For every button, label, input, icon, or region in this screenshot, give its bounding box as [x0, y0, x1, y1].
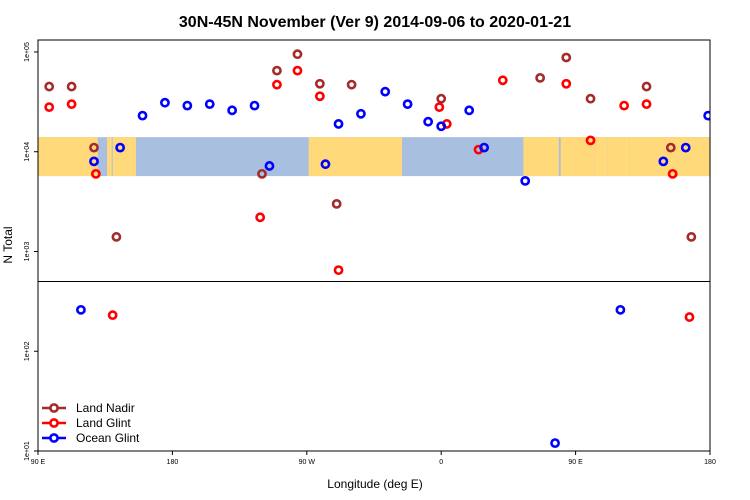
- ocean-glint-point: [264, 161, 275, 171]
- map-land: [523, 137, 542, 177]
- legend-swatch-marker: [49, 418, 59, 428]
- land-glint-point: [497, 75, 508, 86]
- x-tick-label: 90 W: [299, 459, 316, 466]
- legend-swatch-marker: [49, 433, 59, 443]
- y-tick-label: 1e+04: [24, 142, 31, 162]
- map-land: [38, 137, 98, 177]
- y-axis: 1e+01 1e+02 1e+03 1e+04 1e+05: [24, 42, 38, 461]
- x-tick-label: 180: [167, 459, 179, 466]
- map-land: [332, 137, 402, 177]
- land-glint-point: [66, 99, 77, 110]
- map-land: [134, 137, 136, 177]
- land-glint-point: [292, 65, 303, 76]
- land-nadir-point: [561, 52, 572, 63]
- land-nadir-point: [585, 93, 596, 104]
- ocean-glint-point: [380, 86, 391, 97]
- chart-title: 30N-45N November (Ver 9) 2014-09-06 to 2…: [179, 14, 571, 31]
- ocean-glint-point: [703, 110, 710, 121]
- land-glint-point: [107, 310, 118, 321]
- map-land: [107, 137, 112, 177]
- land-glint-point: [314, 91, 325, 102]
- ocean-glint-point: [680, 142, 691, 153]
- ocean-glint-point: [249, 100, 260, 111]
- world-map-band: [38, 137, 710, 177]
- land-nadir-point: [292, 49, 303, 60]
- land-glint-point: [272, 79, 282, 90]
- ocean-glint-point: [658, 156, 669, 167]
- land-nadir-point: [111, 232, 122, 242]
- land-nadir-point: [665, 142, 676, 153]
- ocean-glint-point: [520, 176, 531, 186]
- ocean-glint-point: [423, 116, 434, 127]
- land-nadir-point: [346, 79, 357, 90]
- ocean-glint-point: [550, 438, 560, 449]
- ocean-glint-point: [204, 99, 215, 110]
- plot-frame: [37, 39, 711, 452]
- ocean-glint-point: [89, 156, 99, 167]
- land-nadir-point: [436, 93, 447, 104]
- ocean-glint-point: [227, 105, 238, 116]
- legend-label: Land Glint: [76, 416, 131, 430]
- ocean-glint-point: [137, 110, 148, 121]
- land-glint-point: [255, 212, 266, 223]
- legend-label: Ocean Glint: [76, 431, 140, 445]
- ocean-glint-point: [356, 108, 366, 119]
- y-tick-label: 1e+05: [24, 42, 31, 62]
- y-axis-label: N Total: [1, 226, 15, 263]
- ocean-glint-point: [402, 99, 413, 110]
- land-nadir-point: [89, 142, 99, 153]
- ocean-glint-point: [320, 159, 331, 170]
- ocean-glint-point: [615, 304, 626, 315]
- x-tick-label: 90 E: [568, 459, 583, 466]
- land-glint-point: [667, 168, 678, 179]
- land-nadir-point: [641, 81, 652, 92]
- ocean-glint-point: [182, 100, 193, 111]
- land-nadir-point: [44, 81, 55, 92]
- legend-swatch-marker: [49, 403, 59, 413]
- land-nadir-point: [686, 232, 697, 242]
- x-axis-label: Longitude (deg E): [327, 477, 422, 491]
- x-tick-label: 90 E: [31, 459, 46, 466]
- ocean-glint-point: [725, 99, 732, 106]
- land-glint-point: [619, 100, 630, 111]
- x-tick-label: 0: [439, 459, 443, 466]
- ocean-glint-point: [160, 97, 170, 108]
- land-nadir-point: [257, 168, 267, 179]
- land-nadir-point: [331, 198, 342, 209]
- land-glint-point: [585, 135, 596, 146]
- ocean-glint-point: [436, 121, 447, 132]
- land-glint-point: [434, 102, 445, 113]
- land-glint-point: [684, 312, 695, 322]
- land-glint-point: [641, 99, 652, 110]
- land-nadir-point: [66, 81, 77, 92]
- map-land: [542, 137, 559, 177]
- y-tick-label: 1e+03: [24, 242, 31, 262]
- land-nadir-point: [314, 78, 325, 89]
- ocean-glint-point: [333, 119, 344, 129]
- x-tick-label: 180: [704, 459, 716, 466]
- land-glint-point: [333, 265, 344, 276]
- data-points: [44, 49, 732, 449]
- map-land: [112, 137, 135, 177]
- ocean-glint-point: [76, 304, 86, 315]
- land-nadir-point: [535, 72, 546, 83]
- ocean-glint-point: [115, 142, 126, 153]
- land-nadir-point: [272, 65, 282, 76]
- land-glint-point: [44, 102, 55, 113]
- land-glint-point: [90, 168, 101, 179]
- land-glint-point: [561, 78, 572, 89]
- map-land: [308, 137, 333, 177]
- ocean-glint-point: [464, 105, 475, 116]
- map-land: [594, 137, 608, 177]
- map-land: [607, 137, 630, 177]
- legend-label: Land Nadir: [76, 401, 135, 415]
- y-tick-label: 1e+01: [24, 441, 31, 461]
- y-tick-label: 1e+02: [24, 341, 31, 361]
- ocean-glint-point: [479, 142, 490, 153]
- x-axis: 90 E 180 90 W 0 90 E 180: [31, 451, 716, 466]
